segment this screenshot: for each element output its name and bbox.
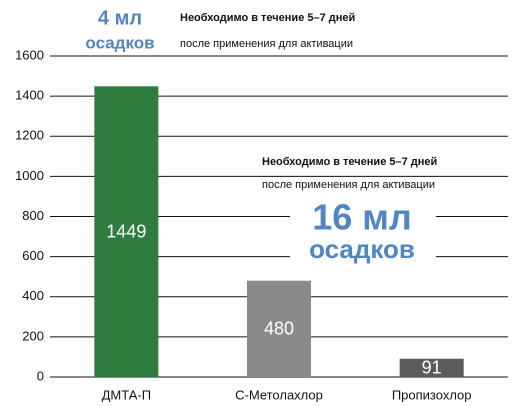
bar (247, 280, 311, 377)
annotation-bg (258, 180, 458, 190)
x-tick-label: ДМТА-П (102, 387, 152, 402)
value-label: 91 (422, 358, 442, 378)
y-tick-label: 1200 (15, 128, 44, 143)
annotation-note-bold: Необходимо в течение 5–7 дней (262, 156, 437, 168)
annotation-note: после применения для активации (262, 179, 435, 191)
bar (399, 358, 464, 377)
y-tick-label: 800 (22, 208, 44, 223)
x-tick-label: Пропизохлор (392, 387, 472, 402)
value-label: 480 (264, 319, 294, 339)
annotation-note: после применения для активации (180, 38, 353, 50)
y-tick-label: 400 (22, 288, 44, 303)
annotation-bg (290, 196, 436, 266)
y-tick-label: 1600 (15, 47, 44, 62)
y-tick-label: 0 (37, 368, 44, 383)
y-tick-label: 1400 (15, 88, 44, 103)
annotation-amount: 4 мл (98, 7, 142, 29)
annotation-note-bold: Необходимо в течение 5–7 дней (180, 12, 355, 24)
bar (94, 86, 159, 377)
y-tick-label: 200 (22, 328, 44, 343)
value-label: 1449 (106, 221, 146, 241)
y-tick-label: 1000 (15, 168, 44, 183)
bars: ДМТА-П 1449 С-Метолахлор 480 Пропизохлор 91 (94, 86, 472, 402)
annotation-unit: осадков (85, 33, 154, 52)
annotation-amount: 16 мл (312, 197, 412, 238)
x-tick-label: С-Метолахлор (235, 387, 323, 402)
annotation-unit: осадков (309, 234, 415, 264)
y-tick-label: 600 (22, 248, 44, 263)
